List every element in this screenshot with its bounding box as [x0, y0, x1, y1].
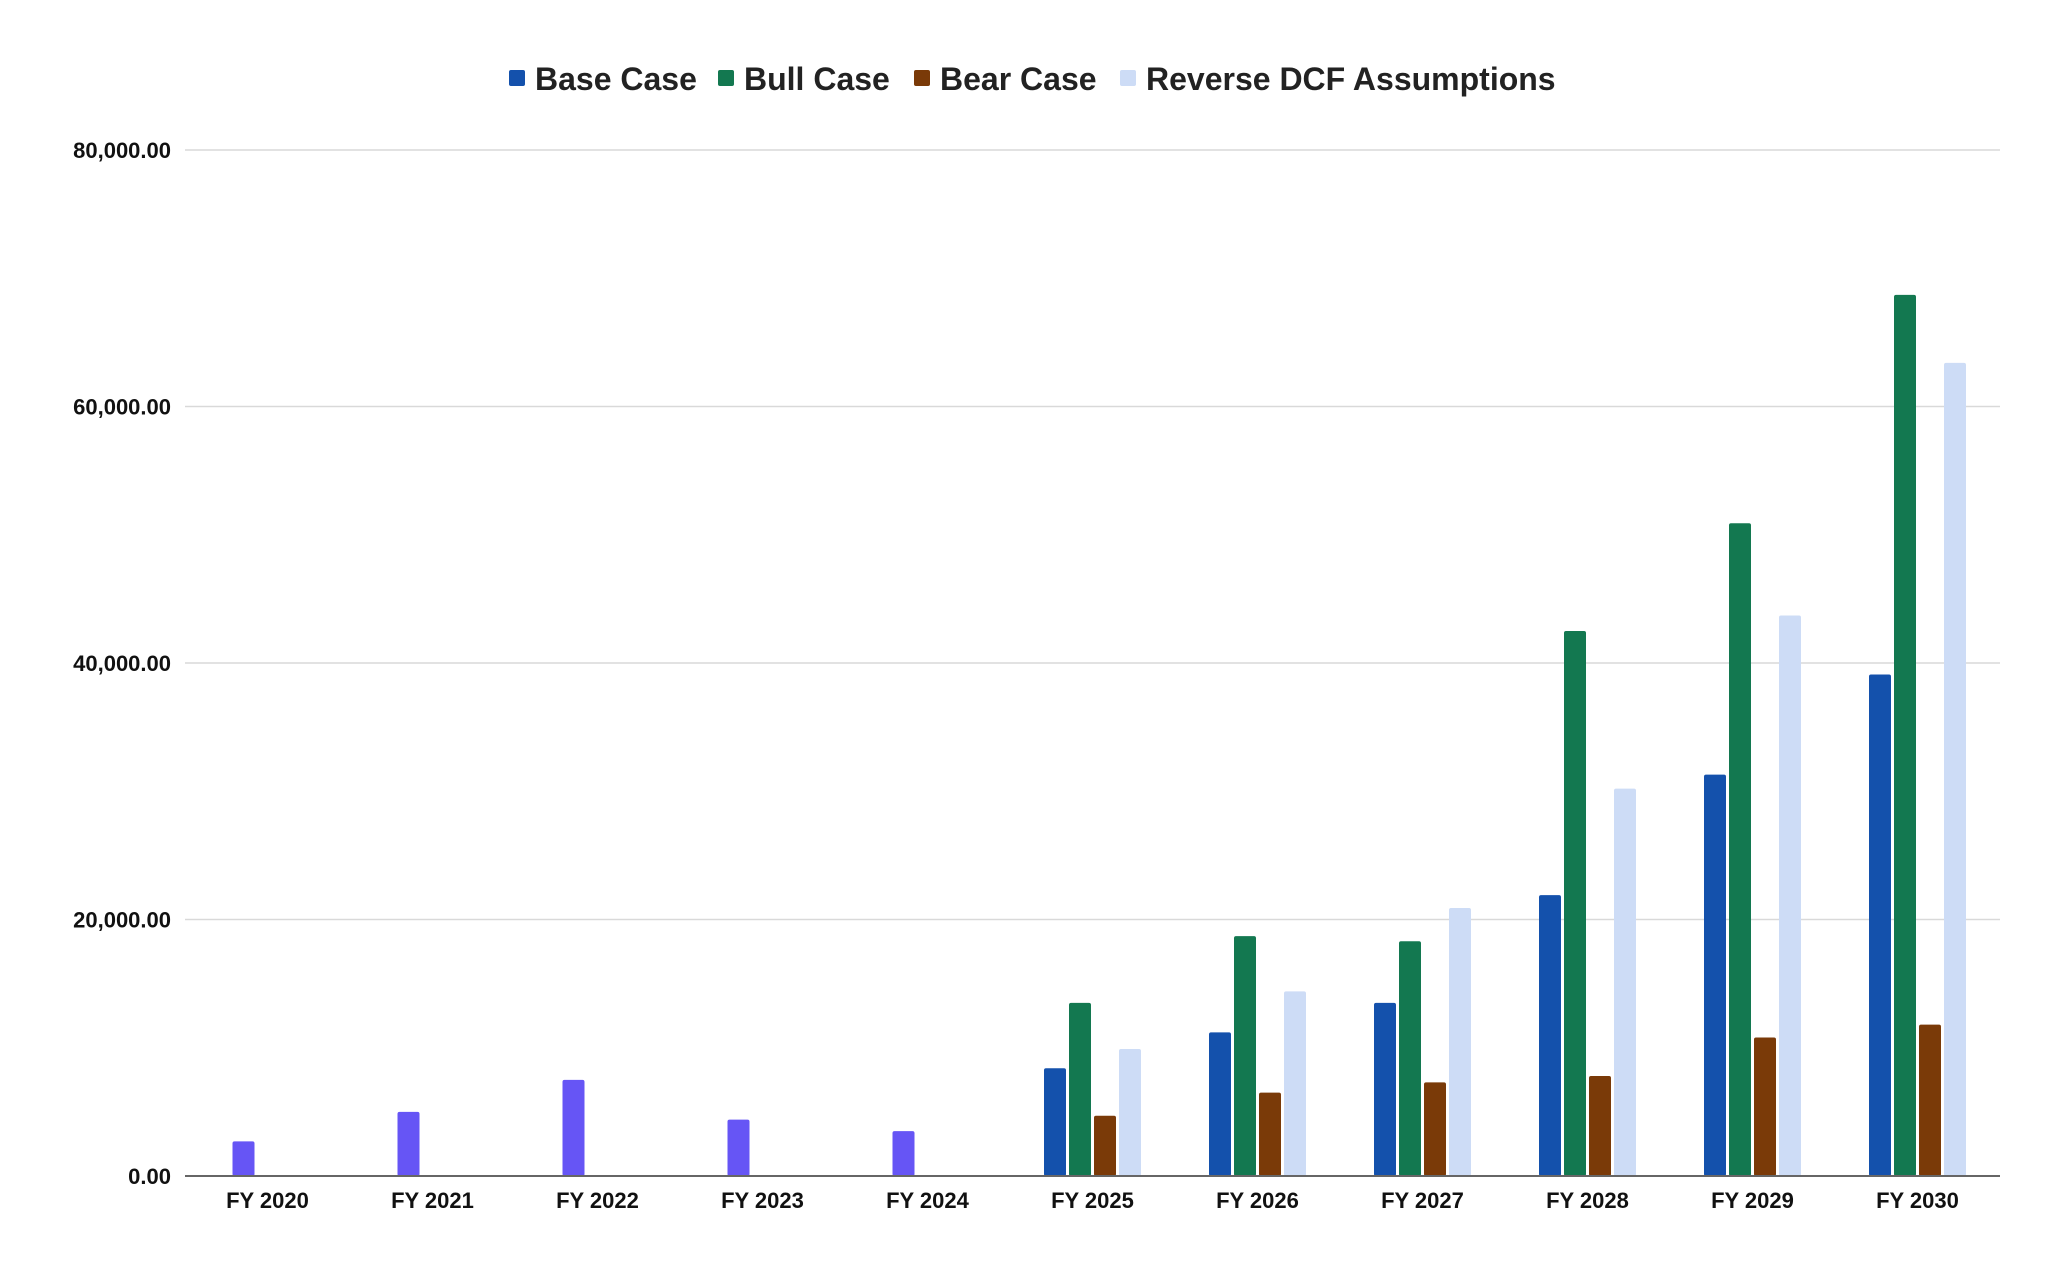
x-tick-label: FY 2021 [391, 1188, 474, 1213]
y-tick-label: 20,000.00 [73, 908, 171, 933]
legend-label-bull-case: Bull Case [744, 61, 890, 97]
gridlines [185, 149, 2000, 921]
bar-bear-case-fy-2028 [1589, 1075, 1611, 1176]
legend-label-reverse-dcf: Reverse DCF Assumptions [1146, 61, 1556, 97]
x-tick-label: FY 2028 [1546, 1188, 1629, 1213]
bar-bear-case-fy-2030 [1919, 1024, 1941, 1176]
bar-historical-fy-2023 [727, 1119, 750, 1176]
y-tick-label: 60,000.00 [73, 395, 171, 420]
bar-reverse-dcf-assumptions-fy-2026 [1284, 991, 1306, 1176]
legend-label-base-case: Base Case [535, 61, 697, 97]
bar-bear-case-fy-2027 [1424, 1082, 1446, 1176]
bar-historical-fy-2022 [562, 1079, 585, 1176]
bar-base-case-fy-2027 [1374, 1002, 1396, 1176]
bar-reverse-dcf-assumptions-fy-2030 [1944, 362, 1966, 1176]
y-axis: 0.00 20,000.00 40,000.00 60,000.00 80,000.00 [73, 138, 171, 1189]
bar-base-case-fy-2026 [1209, 1032, 1231, 1176]
y-tick-label: 40,000.00 [73, 651, 171, 676]
legend: Base Case Bull Case Bear Case Reverse DC… [509, 61, 1556, 97]
bar-reverse-dcf-assumptions-fy-2025 [1119, 1049, 1141, 1176]
bar-bear-case-fy-2025 [1094, 1115, 1116, 1176]
bar-base-case-fy-2030 [1869, 674, 1891, 1176]
bar-base-case-fy-2029 [1704, 774, 1726, 1176]
bar-base-case-fy-2025 [1044, 1068, 1066, 1176]
bar-reverse-dcf-assumptions-fy-2029 [1779, 615, 1801, 1176]
bar-historical-fy-2021 [397, 1111, 420, 1176]
x-tick-label: FY 2030 [1876, 1188, 1959, 1213]
bar-reverse-dcf-assumptions-fy-2027 [1449, 907, 1471, 1176]
bar-bull-case-fy-2029 [1729, 523, 1751, 1176]
x-tick-label: FY 2020 [226, 1188, 309, 1213]
bar-bull-case-fy-2025 [1069, 1002, 1091, 1176]
x-tick-label: FY 2023 [721, 1188, 804, 1213]
legend-label-bear-case: Bear Case [940, 61, 1097, 97]
bar-base-case-fy-2028 [1539, 895, 1561, 1176]
legend-swatch-bull-case [718, 70, 734, 86]
x-axis: FY 2020 FY 2021 FY 2022 FY 2023 FY 2024 FY 20… [185, 1175, 2000, 1213]
legend-swatch-base-case [509, 70, 525, 86]
bar-historical-fy-2024 [892, 1131, 915, 1176]
y-tick-label: 0.00 [128, 1164, 171, 1189]
x-tick-label: FY 2025 [1051, 1188, 1134, 1213]
x-tick-label: FY 2027 [1381, 1188, 1464, 1213]
bars [232, 294, 1966, 1176]
legend-swatch-bear-case [914, 70, 930, 86]
bar-bull-case-fy-2028 [1564, 630, 1586, 1176]
x-tick-label: FY 2029 [1711, 1188, 1794, 1213]
bar-reverse-dcf-assumptions-fy-2028 [1614, 788, 1636, 1176]
x-tick-label: FY 2024 [886, 1188, 970, 1213]
bar-bear-case-fy-2026 [1259, 1092, 1281, 1176]
y-tick-label: 80,000.00 [73, 138, 171, 163]
bar-bear-case-fy-2029 [1754, 1037, 1776, 1176]
bar-bull-case-fy-2027 [1399, 941, 1421, 1176]
bar-bull-case-fy-2030 [1894, 294, 1916, 1176]
bar-bull-case-fy-2026 [1234, 936, 1256, 1176]
bar-historical-fy-2020 [232, 1141, 255, 1176]
x-tick-label: FY 2022 [556, 1188, 639, 1213]
x-tick-label: FY 2026 [1216, 1188, 1299, 1213]
legend-swatch-reverse-dcf [1120, 70, 1136, 86]
